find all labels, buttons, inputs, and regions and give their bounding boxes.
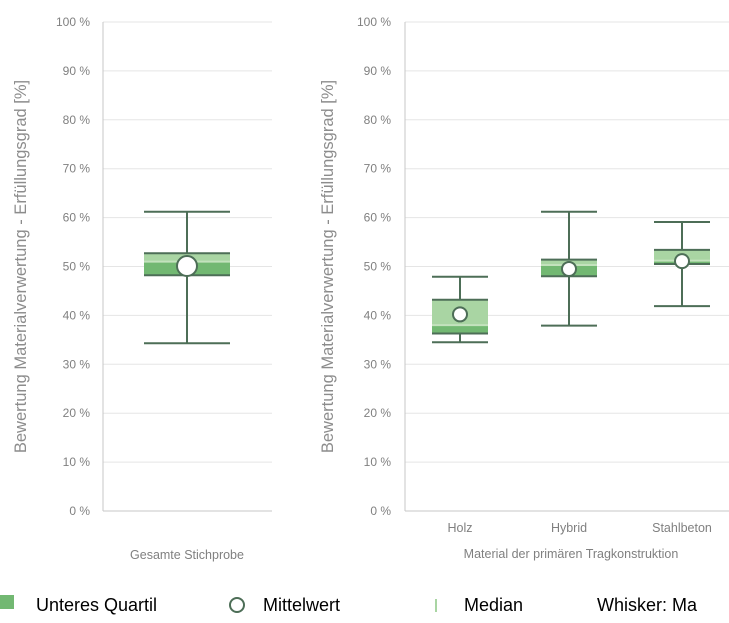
mean-marker: [176, 255, 198, 278]
y-tick-label: 70 %: [364, 162, 392, 176]
y-tick-label: 80 %: [63, 113, 91, 127]
box-lower-quartile: [432, 325, 488, 334]
x-category-label: Holz: [447, 521, 472, 535]
boxplot-panel-by-material: 0 % 10 % 20 % 30 % 40 % 50 % 60 % 70 % 80 % 90 % 1…: [319, 15, 729, 561]
y-tick-label: 100 %: [56, 15, 90, 29]
y-tick-label: 50 %: [63, 260, 91, 274]
y-tick-label: 20 %: [364, 406, 392, 420]
y-tick-label: 40 %: [364, 308, 392, 322]
x-category-label: Hybrid: [551, 521, 587, 535]
mean-marker: [561, 260, 577, 277]
y-tick-label: 0 %: [69, 504, 90, 518]
y-tick-label: 60 %: [63, 211, 91, 225]
legend-label-median: Median: [464, 595, 523, 615]
legend-swatch-mean: [229, 597, 245, 613]
y-tick-label: 80 %: [364, 113, 392, 127]
mean-marker: [674, 253, 690, 270]
y-tick-label: 0 %: [370, 504, 391, 518]
legend-label-lower-quartile: Unteres Quartil: [36, 595, 157, 615]
y-tick-label: 100 %: [357, 15, 391, 29]
y-axis-title: Bewertung Materialverwertung - Erfüllung…: [12, 80, 30, 453]
y-tick-label: 30 %: [63, 357, 91, 371]
mean-marker: [452, 306, 468, 323]
y-tick-label: 10 %: [364, 455, 392, 469]
x-axis-title: Material der primären Tragkonstruktion: [464, 547, 679, 561]
y-tick-label: 50 %: [364, 260, 392, 274]
legend-label-mean: Mittelwert: [263, 595, 340, 615]
y-tick-label: 30 %: [364, 357, 392, 371]
y-tick-label: 40 %: [63, 308, 91, 322]
y-tick-label: 10 %: [63, 455, 91, 469]
y-tick-label: 20 %: [63, 406, 91, 420]
y-tick-label: 60 %: [364, 211, 392, 225]
legend-swatch-lower-quartile: [0, 595, 14, 609]
y-tick-label: 90 %: [364, 64, 392, 78]
y-tick-label: 90 %: [63, 64, 91, 78]
x-category-label: Stahlbeton: [652, 521, 712, 535]
y-axis-title: Bewertung Materialverwertung - Erfüllung…: [319, 80, 337, 453]
boxplot-panel-overall: 0 % 10 % 20 % 30 % 40 % 50 % 60 % 70 % 80 % 90 % 1…: [12, 15, 272, 562]
legend: Unteres Quartil Mittelwert Median Whisker: …: [0, 595, 698, 615]
x-category-label: Gesamte Stichprobe: [130, 548, 244, 562]
y-tick-label: 70 %: [63, 162, 91, 176]
legend-label-whisker: Whisker: Ma: [597, 595, 698, 615]
